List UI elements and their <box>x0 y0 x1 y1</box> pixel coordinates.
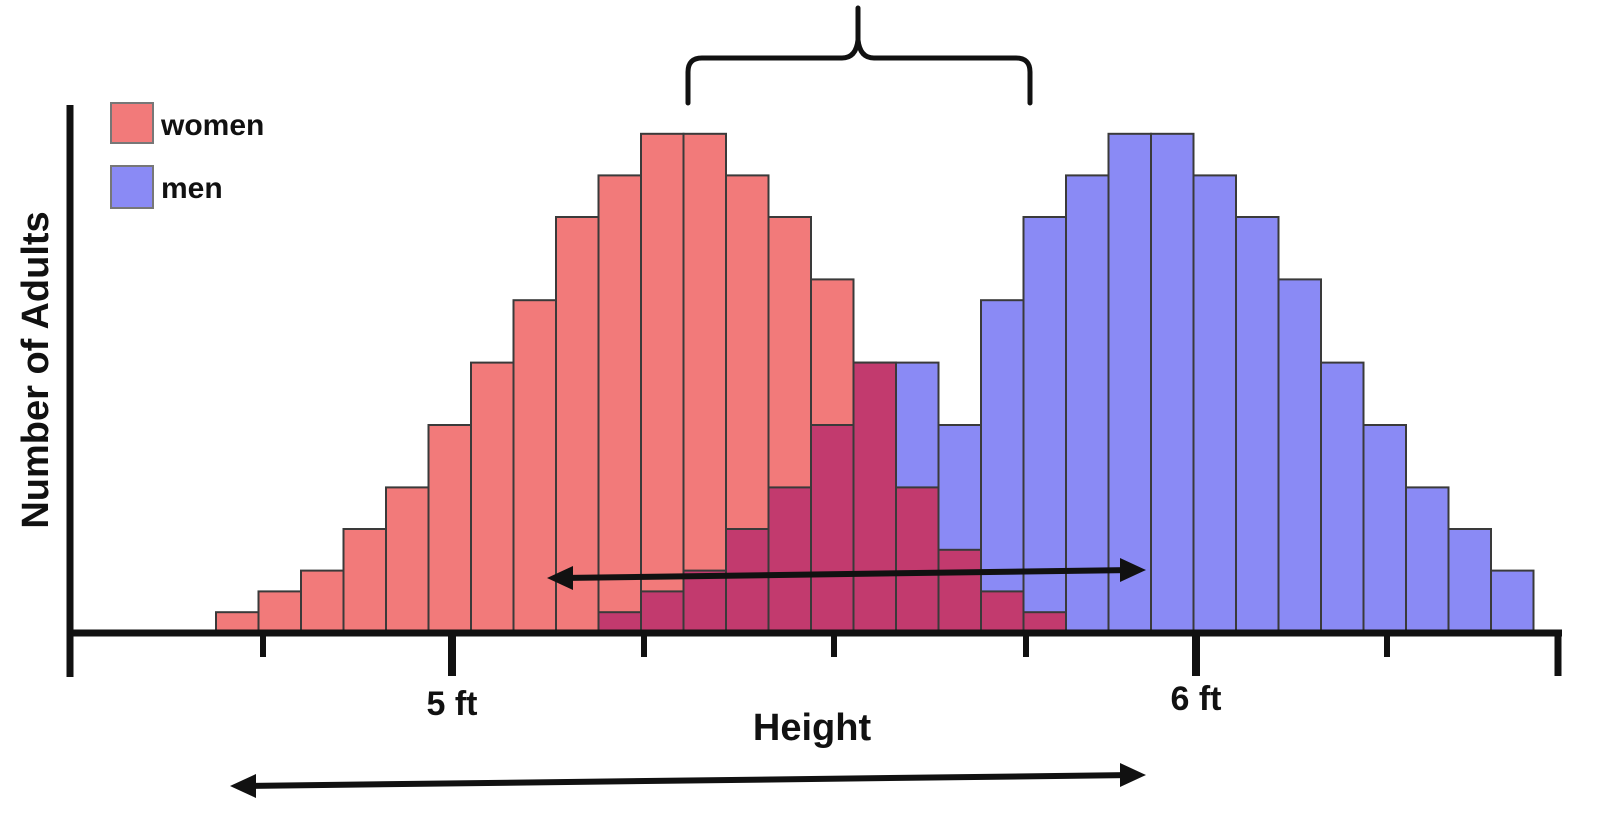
bar-men-bin-18 <box>980 299 1025 634</box>
bar-overlap-bin-17 <box>937 548 982 634</box>
bar-women-bin-9 <box>597 174 642 634</box>
bar-men-bin-25 <box>1277 278 1322 634</box>
bar-men-bin-28 <box>1405 486 1450 634</box>
bar-men-bin-26 <box>1320 361 1365 634</box>
bar-women-bin-6 <box>470 361 515 634</box>
women-range-arrow <box>230 763 1146 798</box>
y-axis-title: Number of Adults <box>15 211 57 528</box>
arrowhead-left <box>230 774 256 798</box>
bars-layer <box>215 132 1535 635</box>
legend: women men <box>110 102 264 209</box>
bar-overlap-bin-10 <box>640 590 685 635</box>
bar-men-bin-21 <box>1107 132 1152 635</box>
x-tick-label-6ft: 6 ft <box>1171 680 1222 718</box>
bar-men-bin-27 <box>1362 424 1407 634</box>
arrowhead-left <box>547 566 573 590</box>
arrowhead-right <box>1120 558 1146 582</box>
bar-men-bin-30 <box>1490 569 1535 634</box>
bar-men-bin-22 <box>1150 132 1195 635</box>
bar-women-bin-10 <box>640 132 685 635</box>
bar-women-bin-7 <box>512 299 557 634</box>
axes-layer <box>66 105 1562 677</box>
arrowhead-right <box>1120 763 1146 787</box>
bar-overlap-bin-11 <box>682 569 727 634</box>
bar-overlap-bin-12 <box>725 528 770 634</box>
x-axis-title: Height <box>753 707 872 749</box>
bar-women-bin-2 <box>300 569 345 634</box>
legend-label-men: men <box>161 172 223 205</box>
bar-women-bin-3 <box>342 528 387 634</box>
bar-men-bin-24 <box>1235 216 1280 634</box>
bar-women-bin-1 <box>257 590 302 635</box>
bar-men-bin-29 <box>1447 528 1492 634</box>
bar-men-bin-20 <box>1065 174 1110 634</box>
bar-overlap-bin-14 <box>810 424 855 634</box>
bar-women-bin-4 <box>385 486 430 634</box>
bar-overlap-bin-13 <box>767 486 812 634</box>
x-tick-label-5ft: 5 ft <box>427 685 478 723</box>
men-range-arrow <box>547 558 1146 590</box>
ticks-layer <box>260 633 1562 676</box>
bar-overlap-bin-18 <box>980 590 1025 635</box>
legend-swatch-women <box>110 102 154 144</box>
bar-women-bin-8 <box>555 216 600 634</box>
bar-men-bin-23 <box>1192 174 1237 634</box>
bar-women-bin-11 <box>682 132 727 635</box>
peaks-brace <box>685 5 1033 106</box>
bar-overlap-bin-16 <box>895 486 940 634</box>
bar-overlap-bin-15 <box>852 361 897 634</box>
legend-label-women: women <box>160 109 264 142</box>
legend-swatch-men <box>110 165 154 209</box>
bar-women-bin-5 <box>427 424 472 634</box>
bar-men-bin-19 <box>1022 216 1067 634</box>
